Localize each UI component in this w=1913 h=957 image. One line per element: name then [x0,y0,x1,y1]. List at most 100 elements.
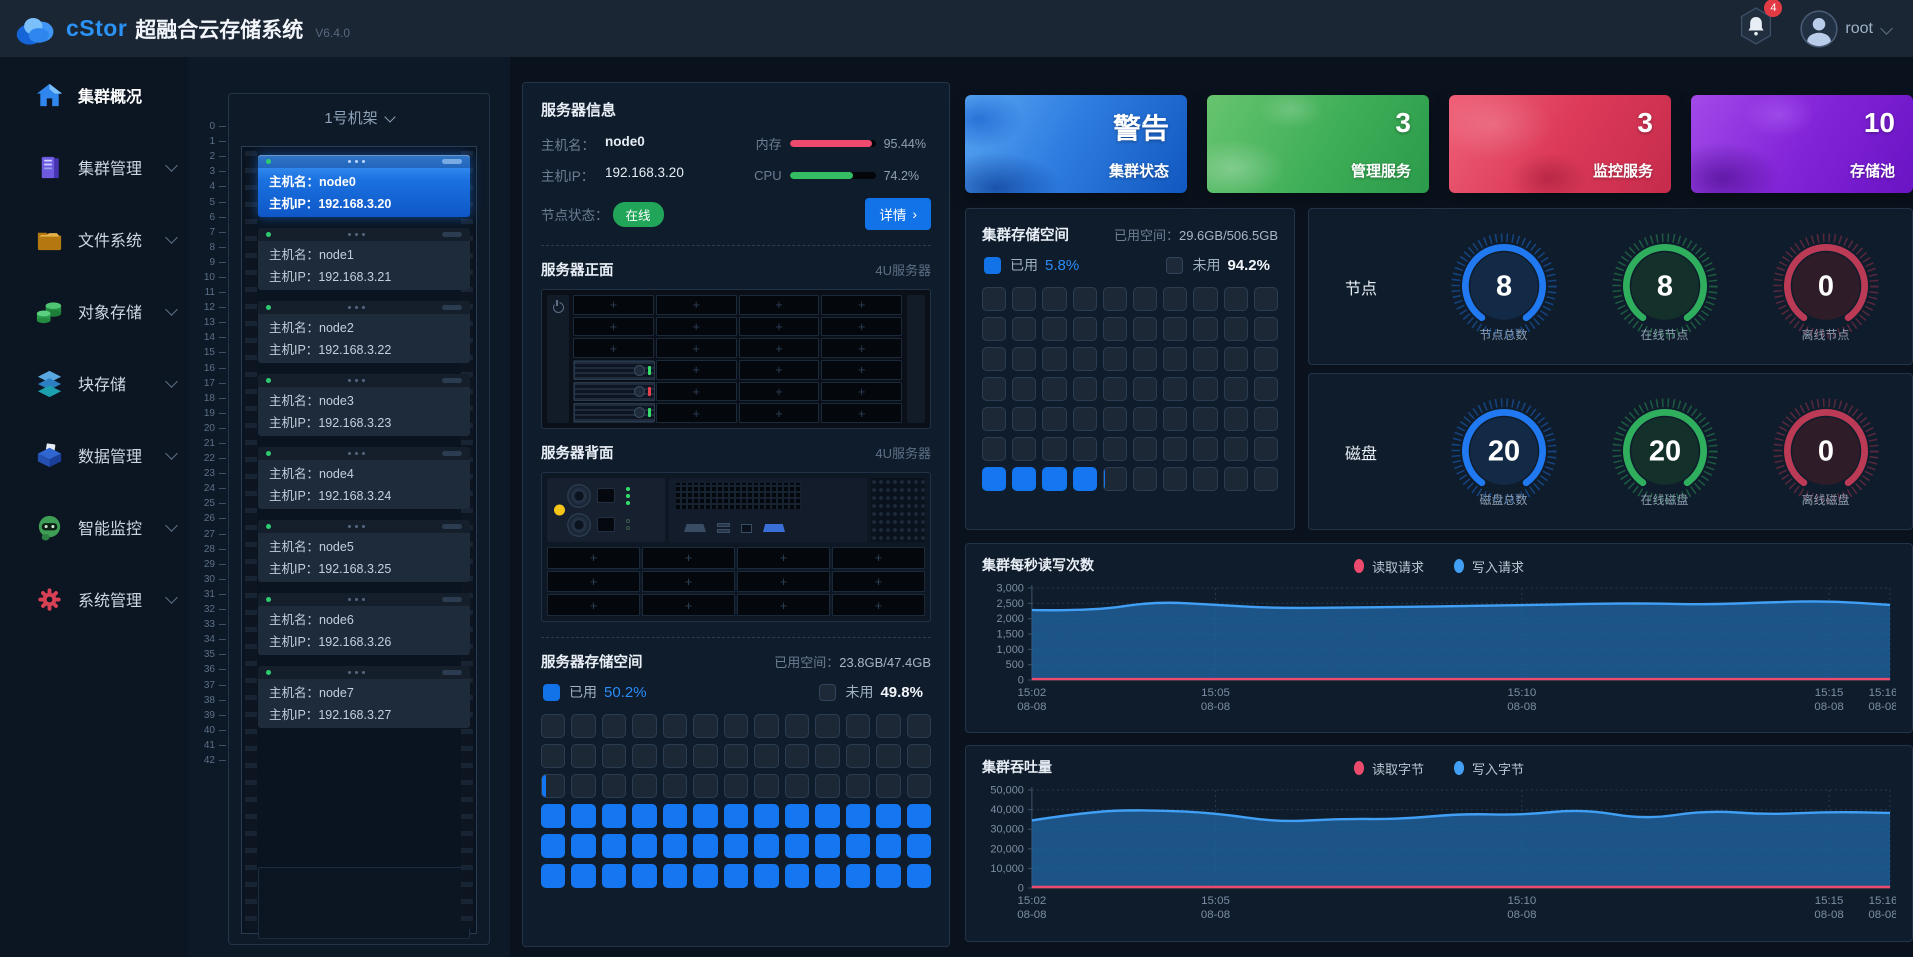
sidebar-item-object[interactable]: 对象存储 [0,275,188,347]
disk-cell [1042,377,1067,401]
app-version: V6.4.0 [315,25,350,40]
stat-card-green[interactable]: 3 管理服务 [1207,95,1429,193]
stat-card-red[interactable]: 3 监控服务 [1449,95,1671,193]
drive-bay: + [573,316,654,337]
ruler-mark: 25 [190,496,226,511]
gauge-group-label: 磁盘 [1345,445,1378,463]
rack-selector[interactable]: 1号机架 [229,107,489,128]
disk-cell [662,834,688,858]
sidebar-item-cluster[interactable]: 集群管理 [0,131,188,203]
node-ip-value: 192.168.3.20 [318,196,392,211]
sidebar-item-system[interactable]: 系统管理 [0,563,188,635]
legend-item[interactable]: 读取请求 [1353,557,1424,576]
user-menu[interactable]: root [1800,9,1893,48]
stat-card-label: 监控服务 [1592,163,1653,180]
sidebar-item-file[interactable]: 文件系统 [0,203,188,275]
disk-cell [784,864,810,888]
drive-bay: + [832,547,925,569]
disk-cell [982,377,1007,401]
ip-value: 192.168.3.20 [605,165,684,180]
sidebar-item-monitor[interactable]: 智能监控 [0,491,188,563]
disk-cell [1133,347,1158,371]
drive-bay: + [655,359,737,380]
gauge-label: 离线磁盘 [1801,493,1850,507]
ruler-mark: 21 [190,436,226,451]
disk-cell [1042,287,1067,311]
disk-cell [723,714,749,738]
svg-text:15:02: 15:02 [1018,895,1047,907]
node-online-dot [266,597,271,602]
rack-node-card[interactable]: 主机名：node7 主机IP：192.168.3.27 [258,666,470,728]
drive-bay: + [547,594,640,616]
disk-cell [784,774,810,798]
svg-text:1,000: 1,000 [996,644,1023,656]
chart-title: 集群吞吐量 [982,759,1052,775]
ruler-mark: 42 [190,753,226,768]
disk-cell [693,864,718,888]
ip-label: 主机IP： [541,169,595,184]
stat-card-value: 3 [1637,107,1653,138]
node-ip-value: 192.168.3.27 [318,707,392,722]
disk-cell [1102,407,1127,431]
svg-text:15:15: 15:15 [1815,895,1844,907]
legend-item[interactable]: 写入请求 [1454,557,1524,576]
disk-cell [1163,317,1188,341]
notification-bell[interactable]: 4 [1738,0,1783,51]
status-label: 节点状态： [541,208,609,223]
sidebar-item-label: 系统管理 [78,593,143,610]
legend-item[interactable]: 写入字节 [1454,759,1524,778]
ruler-mark: 17 [190,376,226,391]
gauge: 8 节点总数 [1448,230,1560,343]
svg-text:8: 8 [1495,271,1511,303]
rack-title-label: 1号机架 [324,110,378,127]
sidebar-item-label: 集群管理 [78,161,143,178]
sidebar-item-overview[interactable]: 集群概况 [0,59,188,131]
drive-bay: + [821,338,902,358]
disk-cell [693,774,718,798]
stat-card-blue[interactable]: 警告 集群状态 [965,95,1187,193]
svg-text:3,000: 3,000 [996,582,1023,594]
chevron-down-icon [165,230,178,244]
disk-cell [1072,437,1097,461]
rack-node-card[interactable]: 主机名：node4 主机IP：192.168.3.24 [258,447,470,509]
rack-node-card[interactable]: 主机名：node0 主机IP：192.168.3.20 [258,155,470,217]
detail-button[interactable]: 详情 › [865,198,931,230]
disk-cell [754,744,779,768]
rack-node-card[interactable]: 主机名：node2 主机IP：192.168.3.22 [258,301,470,363]
disk-cell [541,864,566,888]
disk-cell [601,744,627,768]
ruler-mark: 10 [190,270,226,285]
ethernet-port-icon [741,523,752,533]
disk-cell [571,744,596,768]
ruler-mark: 8 [190,240,226,255]
drive-bay: + [655,316,737,337]
disk-cell [906,804,931,828]
disk-cell [1072,407,1097,431]
divider [541,245,931,246]
disk-cell [1072,287,1097,311]
node-hostname-label: 主机名： [269,686,320,700]
chevron-down-icon [165,518,178,532]
block-storage-icon [34,368,65,399]
rack-node-card[interactable]: 主机名：node6 主机IP：192.168.3.26 [258,593,470,655]
rack-node-card[interactable]: 主机名：node3 主机IP：192.168.3.23 [258,374,470,436]
disk-cell [693,744,718,768]
sidebar-item-data[interactable]: 数据管理 [0,419,188,491]
disk-cell [1253,437,1278,461]
node-ip-value: 192.168.3.25 [318,561,392,576]
used-legend-label: 已用 [1010,257,1038,273]
rack-node-card[interactable]: 主机名：node1 主机IP：192.168.3.21 [258,228,470,290]
node-hostname-value: node4 [319,467,354,481]
drive-bay: + [738,381,820,402]
rack-node-card[interactable]: 主机名：node5 主机IP：192.168.3.25 [258,520,470,582]
drive-bay: + [737,594,830,616]
svg-text:15:16: 15:16 [1869,687,1896,699]
legend-item[interactable]: 读取字节 [1353,759,1424,778]
node-ip-label: 主机IP： [269,488,319,503]
stat-card-purple[interactable]: 10 存储池 [1691,95,1913,193]
sidebar-item-block[interactable]: 块存储 [0,347,188,419]
drive-bay: + [738,316,820,337]
drive-bay: + [642,594,735,616]
avatar [1800,9,1839,48]
fan-icon [567,483,591,508]
